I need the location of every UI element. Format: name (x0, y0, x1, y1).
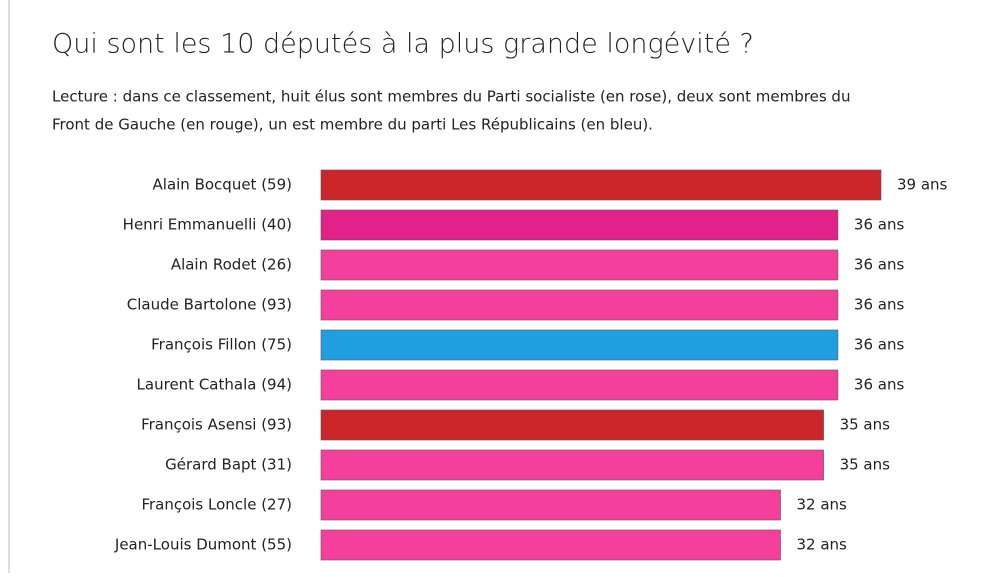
value-label: 36 ans (854, 336, 905, 354)
value-label: 36 ans (854, 296, 905, 314)
category-label: Laurent Cathala (94) (137, 376, 292, 394)
category-label: François Asensi (93) (141, 416, 292, 434)
category-label: Jean-Louis Dumont (55) (114, 536, 292, 554)
value-label: 36 ans (854, 376, 905, 394)
category-label: Claude Bartolone (93) (127, 296, 292, 314)
category-label: Henri Emmanuelli (40) (123, 216, 292, 234)
bar (320, 209, 839, 241)
category-label: Alain Bocquet (59) (153, 176, 292, 194)
category-label: Alain Rodet (26) (171, 256, 292, 274)
bar (320, 169, 882, 201)
bar (320, 249, 839, 281)
value-label: 35 ans (840, 456, 891, 474)
category-label: François Loncle (27) (141, 496, 292, 514)
bar (320, 409, 824, 441)
category-label: François Fillon (75) (151, 336, 292, 354)
bar (320, 329, 839, 361)
subtitle-line: Front de Gauche (en rouge), un est membr… (52, 116, 653, 134)
bar (320, 489, 781, 521)
bar (320, 289, 839, 321)
bar (320, 529, 781, 561)
bar (320, 449, 824, 481)
chart-title: Qui sont les 10 députés à la plus grande… (52, 29, 754, 60)
value-label: 39 ans (897, 176, 948, 194)
category-label: Gérard Bapt (31) (165, 456, 292, 474)
bar (320, 369, 839, 401)
value-label: 32 ans (796, 536, 847, 554)
subtitle-line: Lecture : dans ce classement, huit élus … (52, 88, 850, 106)
value-label: 35 ans (840, 416, 891, 434)
value-label: 36 ans (854, 256, 905, 274)
value-label: 32 ans (796, 496, 847, 514)
value-label: 36 ans (854, 216, 905, 234)
